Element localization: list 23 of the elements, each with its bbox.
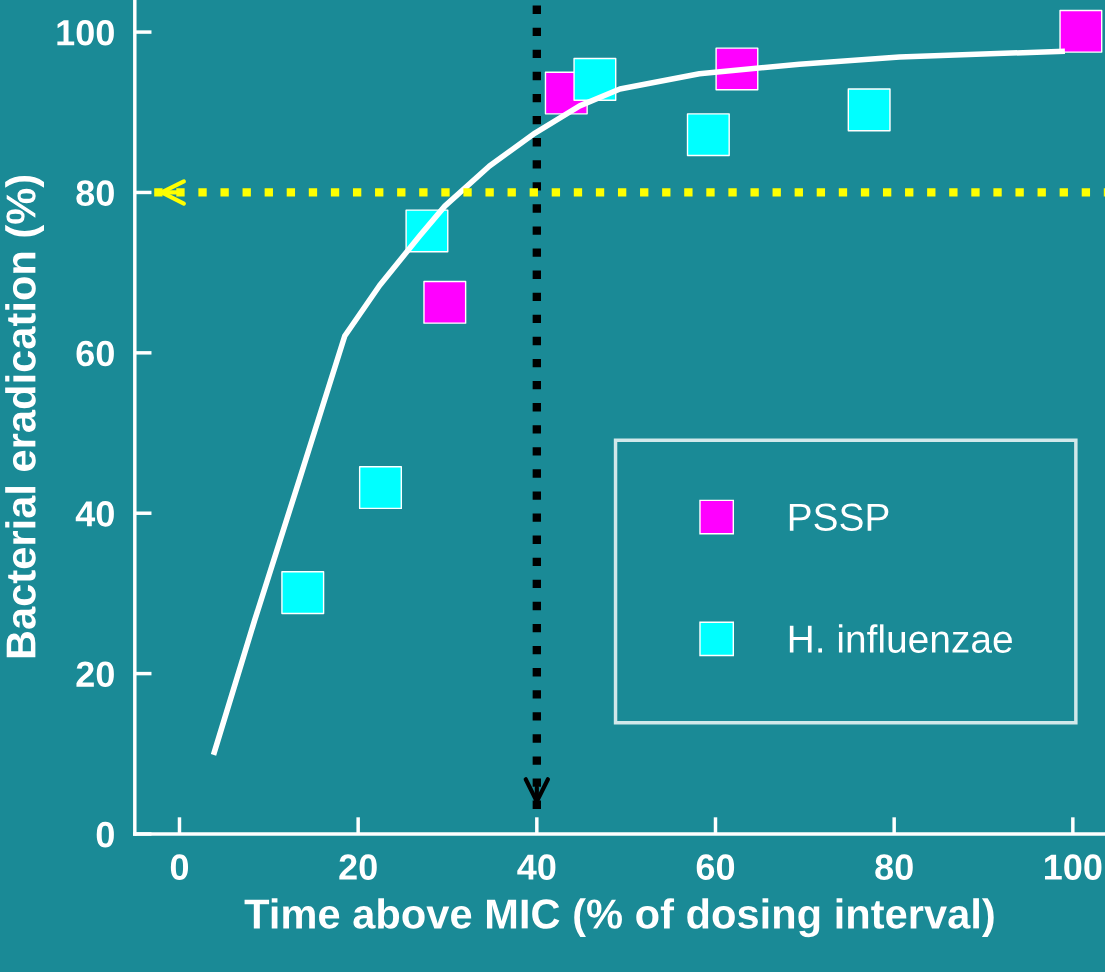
point: [1059, 9, 1103, 53]
point: [358, 466, 403, 510]
x-tick-label: 40: [517, 854, 556, 880]
x-tick-label: 20: [339, 854, 377, 880]
y-tick-label: 100: [57, 19, 114, 46]
point: [423, 280, 467, 324]
point: [281, 571, 325, 615]
y-axis-title: Bacterial eradication (%): [5, 175, 45, 658]
point: [847, 88, 891, 132]
y-tick-label: 60: [76, 340, 114, 367]
point: [573, 57, 617, 101]
legend-label: H. influenzae: [789, 624, 1012, 653]
point: [686, 113, 730, 157]
x-tick-label: 100: [1044, 854, 1102, 880]
y-tick-label: 20: [76, 661, 114, 688]
x-tick-label: 80: [875, 854, 913, 880]
y-tick-label: 40: [75, 501, 114, 527]
x-axis-title: Time above MIC (% of dosing interval): [244, 898, 994, 938]
x-tick-label: 60: [696, 854, 735, 880]
y-tick-label: 80: [76, 180, 114, 206]
y-tick-label: 0: [96, 821, 114, 848]
x-tick-label: 0: [170, 854, 189, 880]
legend-label: PSSP: [789, 503, 889, 532]
